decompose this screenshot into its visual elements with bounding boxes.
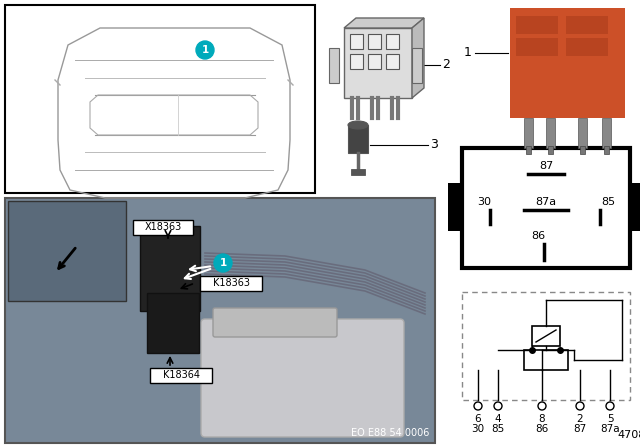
Bar <box>546 118 555 148</box>
Text: 85: 85 <box>492 424 504 434</box>
Bar <box>350 34 363 49</box>
Circle shape <box>474 402 482 410</box>
Bar <box>140 226 200 311</box>
Text: 87a: 87a <box>600 424 620 434</box>
Ellipse shape <box>348 121 368 129</box>
Bar <box>604 146 609 154</box>
Bar <box>150 368 212 383</box>
Bar <box>350 54 363 69</box>
Bar <box>510 8 625 118</box>
Text: 87: 87 <box>539 161 553 171</box>
Bar <box>462 148 630 268</box>
Text: K18363: K18363 <box>212 279 250 289</box>
Bar <box>524 350 568 370</box>
Text: 4: 4 <box>495 414 501 424</box>
Bar <box>344 28 412 98</box>
Text: K18364: K18364 <box>163 370 200 380</box>
Text: 30: 30 <box>477 197 491 207</box>
Bar <box>580 146 585 154</box>
Bar <box>566 16 608 34</box>
Bar <box>5 5 315 193</box>
FancyBboxPatch shape <box>213 308 337 337</box>
Bar <box>8 201 126 301</box>
Bar <box>386 54 399 69</box>
Bar <box>578 118 587 148</box>
Bar <box>448 183 464 231</box>
Circle shape <box>196 41 214 59</box>
Bar <box>628 183 640 231</box>
Bar <box>526 146 531 154</box>
Bar <box>524 118 533 148</box>
Text: 6: 6 <box>475 414 481 424</box>
Text: 85: 85 <box>601 197 615 207</box>
Bar <box>133 220 193 235</box>
Text: 86: 86 <box>531 231 545 241</box>
Bar <box>548 146 553 154</box>
Bar <box>566 38 608 56</box>
Bar <box>516 16 558 34</box>
Text: 2: 2 <box>577 414 583 424</box>
Text: 8: 8 <box>539 414 545 424</box>
Bar <box>516 38 558 56</box>
Bar <box>412 48 422 83</box>
Circle shape <box>538 402 546 410</box>
Text: 5: 5 <box>607 414 613 424</box>
Bar <box>147 293 199 353</box>
Circle shape <box>494 402 502 410</box>
Bar <box>462 292 630 400</box>
Text: 1: 1 <box>464 47 472 60</box>
Bar <box>200 276 262 291</box>
Text: 87: 87 <box>573 424 587 434</box>
Text: EO E88 54 0006: EO E88 54 0006 <box>351 428 429 438</box>
Bar <box>348 125 368 153</box>
Bar <box>329 48 339 83</box>
Circle shape <box>606 402 614 410</box>
Text: 3: 3 <box>430 138 438 151</box>
Polygon shape <box>344 18 424 28</box>
Bar <box>368 34 381 49</box>
Bar <box>386 34 399 49</box>
Polygon shape <box>412 18 424 98</box>
Text: 87a: 87a <box>536 197 557 207</box>
FancyBboxPatch shape <box>201 319 404 437</box>
Text: 1: 1 <box>202 45 209 55</box>
Bar <box>532 326 560 346</box>
Bar <box>602 118 611 148</box>
Text: 30: 30 <box>472 424 484 434</box>
Bar <box>351 169 365 175</box>
Text: 470832: 470832 <box>618 430 640 440</box>
Text: 2: 2 <box>442 59 450 72</box>
Circle shape <box>576 402 584 410</box>
Text: 86: 86 <box>536 424 548 434</box>
Bar <box>5 198 435 443</box>
Bar <box>368 54 381 69</box>
Circle shape <box>214 254 232 272</box>
Text: X18363: X18363 <box>145 223 182 233</box>
Text: 1: 1 <box>220 258 227 268</box>
